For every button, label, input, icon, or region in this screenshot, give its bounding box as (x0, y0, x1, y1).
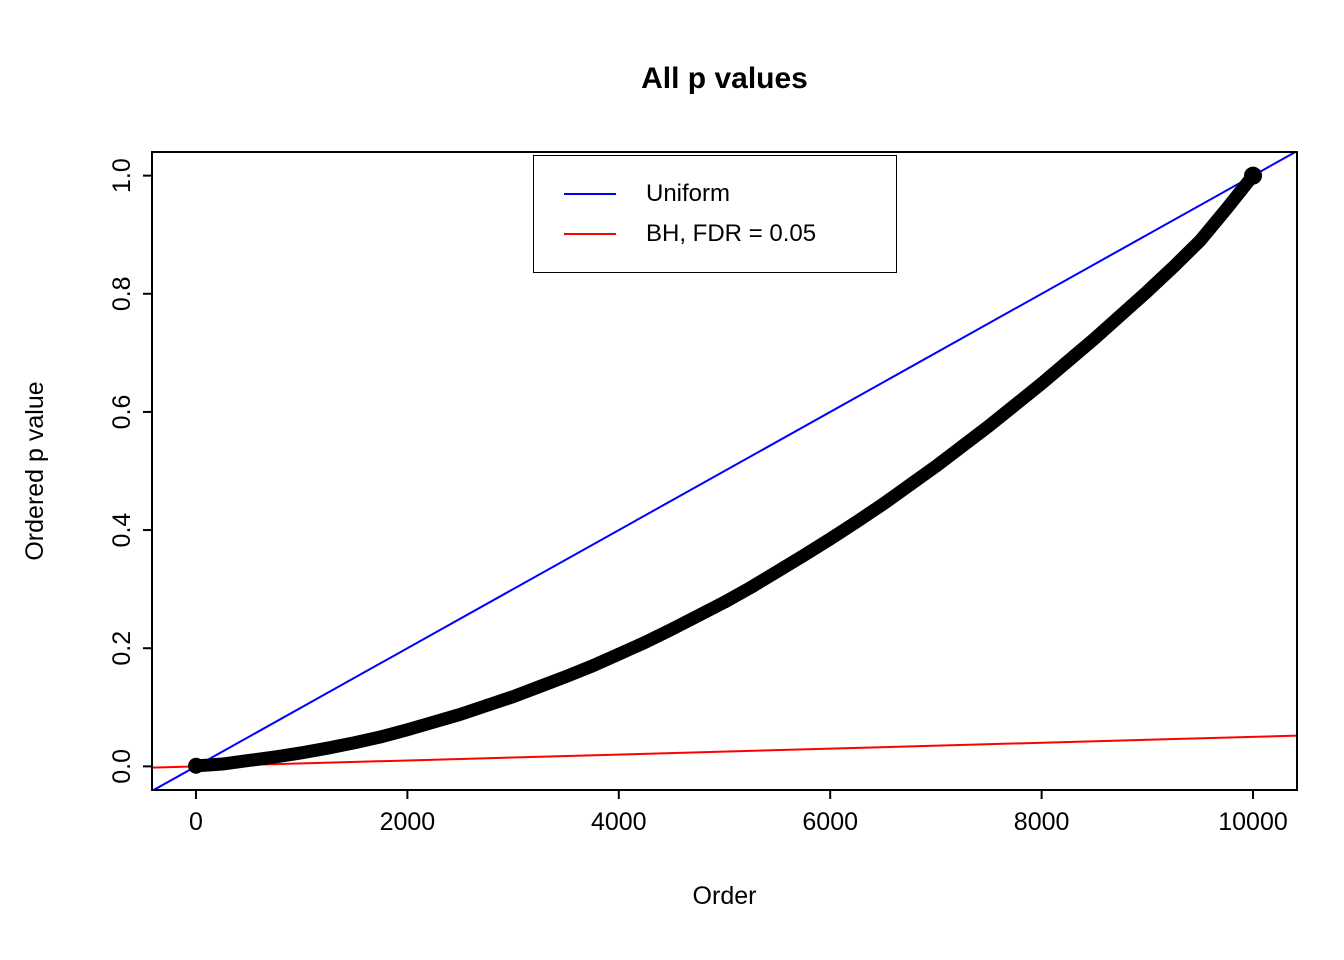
x-axis-label: Order (692, 882, 757, 910)
x-tick-label: 0 (189, 808, 203, 836)
x-tick-label: 6000 (802, 808, 858, 836)
legend-line-swatch (564, 233, 616, 235)
x-tick-label: 2000 (380, 808, 436, 836)
x-tick-label: 4000 (591, 808, 647, 836)
y-tick-label: 0.2 (108, 631, 136, 666)
legend-label: Uniform (646, 180, 731, 207)
uniform-line (152, 152, 1297, 790)
chart-title: All p values (641, 62, 808, 95)
y-tick-label: 0.0 (108, 749, 136, 784)
y-tick-label: 0.6 (108, 395, 136, 430)
curve-start-point (188, 757, 205, 774)
y-tick-label: 0.8 (108, 276, 136, 311)
legend-line-swatch (564, 193, 616, 195)
plot-box (151, 151, 1298, 791)
legend: Uniform BH, FDR = 0.05 (533, 155, 897, 273)
x-tick-label: 10000 (1218, 808, 1288, 836)
y-tick-label: 1.0 (108, 158, 136, 193)
x-tick-label: 8000 (1014, 808, 1070, 836)
curve-end-point (1244, 166, 1263, 185)
legend-entry: BH, FDR = 0.05 (564, 222, 896, 246)
legend-label: BH, FDR = 0.05 (646, 220, 817, 247)
y-tick-label: 0.4 (108, 513, 136, 548)
pvalue-curve (189, 169, 1260, 773)
y-axis-label: Ordered p value (21, 381, 49, 561)
legend-entry: Uniform (564, 182, 896, 206)
bh-threshold-line (152, 734, 1297, 769)
